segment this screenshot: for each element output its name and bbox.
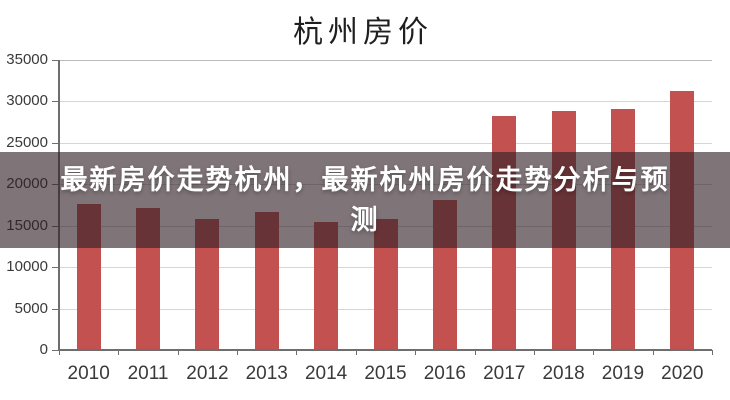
x-axis-label-2014: 2014 (304, 363, 348, 384)
x-axis-tick-10 (652, 350, 654, 355)
y-axis-label-5000: 5000 (14, 299, 48, 317)
y-axis-tick-30000 (52, 101, 59, 103)
x-axis-label-2013: 2013 (245, 363, 288, 384)
y-axis-label-0: 0 (39, 341, 48, 358)
x-axis-tick-6 (415, 350, 417, 355)
x-axis-tick-9 (593, 350, 595, 355)
headline-overlay-banner: 最新房价走势杭州，最新杭州房价走势分析与预 测 (0, 152, 730, 248)
y-axis-tick-35000 (52, 60, 59, 61)
x-axis-label-2018: 2018 (542, 363, 585, 384)
x-axis-tick-5 (355, 350, 357, 355)
y-axis-label-10000: 10000 (6, 258, 48, 276)
x-axis-label-2019: 2019 (601, 363, 645, 384)
x-axis-label-2020: 2020 (661, 363, 704, 384)
gridline-25000 (59, 142, 712, 144)
y-axis-label-30000: 30000 (6, 92, 48, 110)
x-axis-tick-1 (118, 350, 120, 355)
y-axis-tick-10000 (52, 267, 59, 269)
headline-line-1: 最新房价走势杭州，最新杭州房价走势分析与预 (60, 165, 670, 195)
gridline-30000 (59, 101, 712, 103)
x-axis-label-2011: 2011 (127, 363, 169, 384)
x-axis-tick-2 (177, 350, 179, 355)
x-axis-label-2016: 2016 (423, 363, 466, 384)
x-axis-tick-4 (296, 350, 298, 355)
chart-title: 杭州房价 (293, 15, 433, 50)
y-axis-tick-0 (52, 350, 59, 351)
x-axis-label-2015: 2015 (364, 363, 407, 384)
x-axis-label-2017: 2017 (483, 363, 526, 384)
x-axis-tick-3 (237, 350, 239, 355)
x-axis-label-2012: 2012 (186, 363, 229, 384)
x-axis-tick-8 (533, 350, 535, 355)
x-axis-tick-0 (59, 350, 60, 355)
y-axis-tick-5000 (52, 308, 59, 310)
x-axis-line (58, 349, 712, 351)
y-axis-label-25000: 25000 (6, 133, 48, 151)
gridline-35000 (59, 60, 712, 61)
x-axis-tick-11 (712, 350, 713, 355)
y-axis-label-35000: 35000 (6, 51, 48, 68)
y-axis-tick-25000 (52, 142, 59, 144)
headline-line-2: 测 (350, 205, 380, 235)
x-axis-label-2010: 2010 (67, 363, 110, 384)
x-axis-tick-7 (474, 350, 476, 355)
